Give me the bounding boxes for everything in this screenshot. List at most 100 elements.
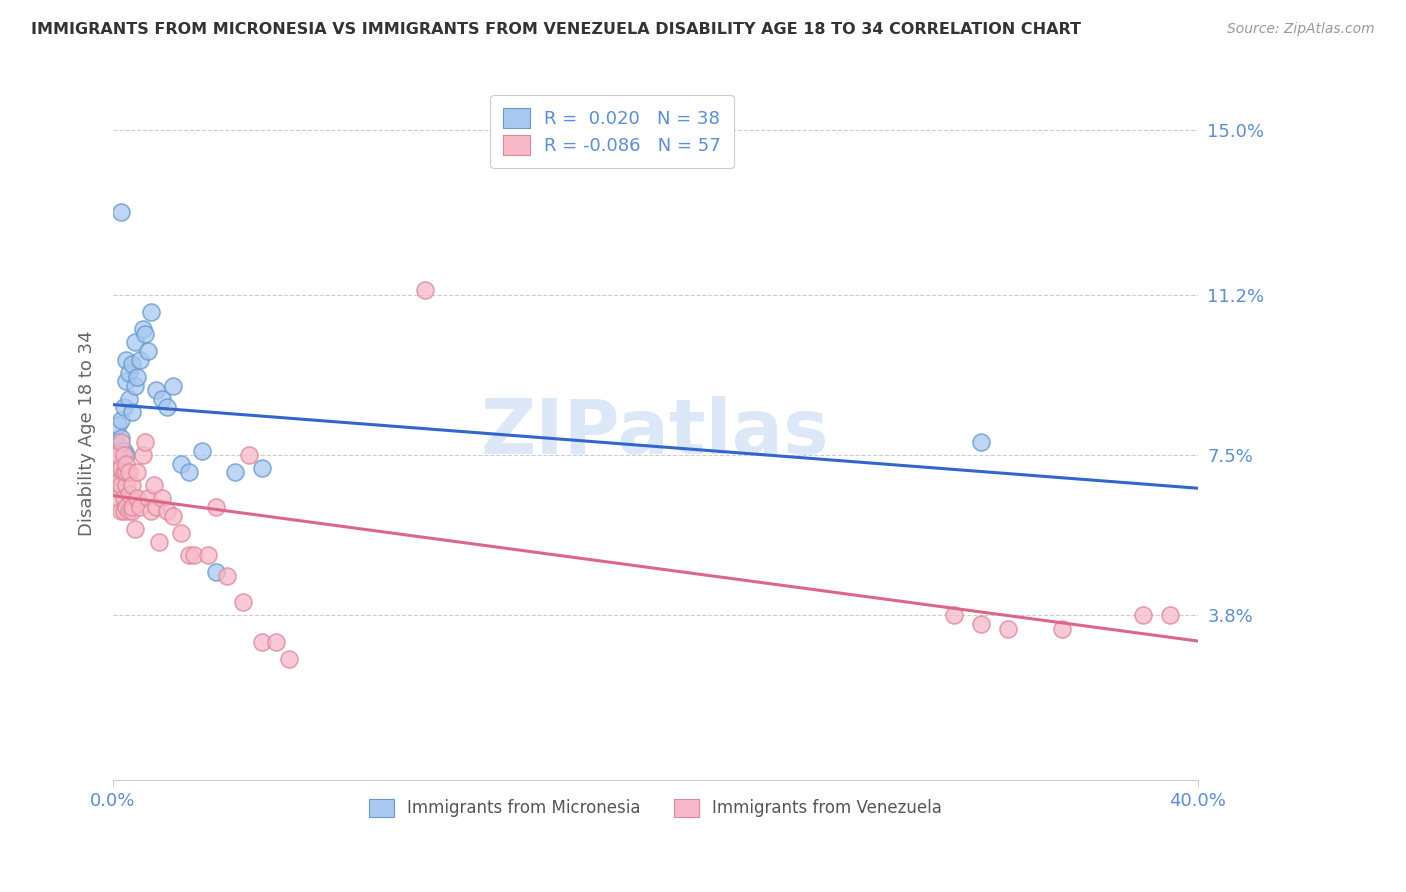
Point	[121, 478, 143, 492]
Point	[132, 448, 155, 462]
Point	[142, 478, 165, 492]
Point	[112, 491, 135, 506]
Point	[107, 457, 129, 471]
Point	[129, 500, 152, 514]
Point	[139, 305, 162, 319]
Point	[134, 435, 156, 450]
Point	[162, 378, 184, 392]
Point	[121, 504, 143, 518]
Point	[104, 448, 127, 462]
Point	[250, 634, 273, 648]
Point	[969, 617, 991, 632]
Point	[110, 431, 132, 445]
Point	[197, 548, 219, 562]
Point	[1050, 622, 1073, 636]
Point	[191, 443, 214, 458]
Point	[110, 461, 132, 475]
Point	[997, 622, 1019, 636]
Point	[215, 569, 238, 583]
Point	[1132, 608, 1154, 623]
Point	[139, 504, 162, 518]
Point	[110, 413, 132, 427]
Point	[177, 548, 200, 562]
Point	[118, 487, 141, 501]
Point	[112, 504, 135, 518]
Point	[132, 322, 155, 336]
Point	[112, 443, 135, 458]
Point	[136, 491, 159, 506]
Text: Source: ZipAtlas.com: Source: ZipAtlas.com	[1227, 22, 1375, 37]
Point	[232, 595, 254, 609]
Point	[183, 548, 205, 562]
Point	[264, 634, 287, 648]
Point	[124, 378, 146, 392]
Point	[278, 652, 301, 666]
Point	[107, 443, 129, 458]
Point	[124, 522, 146, 536]
Point	[121, 357, 143, 371]
Point	[129, 352, 152, 367]
Point	[107, 469, 129, 483]
Point	[115, 457, 138, 471]
Legend: Immigrants from Micronesia, Immigrants from Venezuela: Immigrants from Micronesia, Immigrants f…	[361, 792, 949, 824]
Point	[115, 466, 138, 480]
Point	[110, 435, 132, 450]
Point	[162, 508, 184, 523]
Point	[110, 504, 132, 518]
Point	[107, 417, 129, 432]
Text: IMMIGRANTS FROM MICRONESIA VS IMMIGRANTS FROM VENEZUELA DISABILITY AGE 18 TO 34 : IMMIGRANTS FROM MICRONESIA VS IMMIGRANTS…	[31, 22, 1081, 37]
Point	[121, 404, 143, 418]
Point	[115, 448, 138, 462]
Point	[145, 383, 167, 397]
Point	[112, 401, 135, 415]
Point	[118, 504, 141, 518]
Point	[104, 457, 127, 471]
Point	[205, 565, 228, 579]
Point	[104, 478, 127, 492]
Point	[124, 335, 146, 350]
Point	[156, 504, 179, 518]
Point	[115, 478, 138, 492]
Point	[1160, 608, 1182, 623]
Point	[118, 466, 141, 480]
Y-axis label: Disability Age 18 to 34: Disability Age 18 to 34	[79, 331, 96, 536]
Point	[238, 448, 260, 462]
Point	[127, 491, 149, 506]
Point	[177, 466, 200, 480]
Point	[115, 500, 138, 514]
Point	[942, 608, 965, 623]
Text: ZIPatlas: ZIPatlas	[481, 396, 830, 470]
Point	[170, 457, 193, 471]
Point	[969, 435, 991, 450]
Point	[250, 461, 273, 475]
Point	[150, 491, 173, 506]
Point	[110, 478, 132, 492]
Point	[110, 466, 132, 480]
Point	[127, 466, 149, 480]
Point	[127, 370, 149, 384]
Point	[136, 343, 159, 358]
Point	[104, 435, 127, 450]
Point	[107, 448, 129, 462]
Point	[104, 448, 127, 462]
Point	[107, 491, 129, 506]
Point	[107, 461, 129, 475]
Point	[110, 205, 132, 219]
Point	[112, 448, 135, 462]
Point	[413, 283, 436, 297]
Point	[145, 500, 167, 514]
Point	[156, 401, 179, 415]
Point	[170, 526, 193, 541]
Point	[134, 326, 156, 341]
Point	[205, 500, 228, 514]
Point	[112, 466, 135, 480]
Point	[148, 534, 170, 549]
Point	[150, 392, 173, 406]
Point	[118, 392, 141, 406]
Point	[115, 374, 138, 388]
Point	[121, 500, 143, 514]
Point	[118, 366, 141, 380]
Point	[115, 352, 138, 367]
Point	[107, 439, 129, 453]
Point	[224, 466, 246, 480]
